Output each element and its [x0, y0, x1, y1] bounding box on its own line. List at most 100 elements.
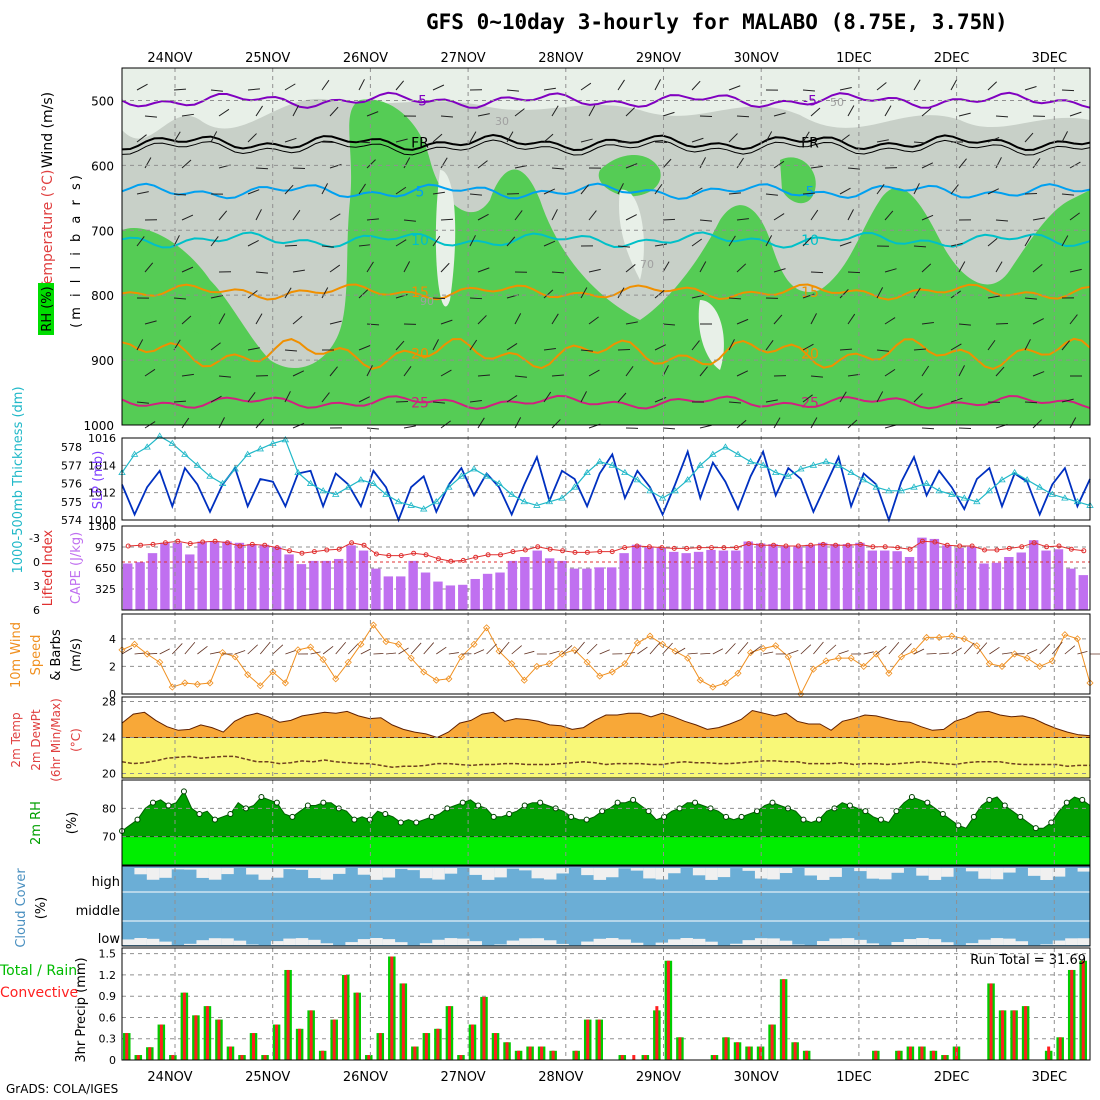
- rh-point: [397, 819, 404, 826]
- lifted-index-point: [373, 551, 379, 557]
- wind-barb: [987, 295, 1000, 299]
- thickness-point: [256, 445, 264, 452]
- lifted-index-point: [522, 547, 528, 553]
- date-label-bottom: 28NOV: [538, 1070, 583, 1085]
- date-label-top: 26NOV: [343, 51, 388, 66]
- cape-bar: [135, 562, 145, 610]
- wind-speed-point: [470, 640, 478, 648]
- wind-barb: [432, 191, 445, 195]
- lifted-index-point: [150, 541, 156, 547]
- date-label-bottom: 25NOV: [245, 1070, 290, 1085]
- isotherm-line: [121, 91, 1091, 109]
- wind-barb: [884, 105, 892, 117]
- cloud-high: [308, 868, 321, 879]
- cape-bar: [420, 572, 431, 610]
- wind-barb: [976, 642, 988, 655]
- wind-speed-point: [608, 668, 616, 676]
- wind-barb: [181, 159, 192, 169]
- lifted-index-point: [274, 545, 280, 551]
- rh-point: [893, 808, 900, 815]
- rh-point: [289, 813, 296, 820]
- wind-barb: [580, 391, 587, 403]
- thickness-point: [973, 498, 981, 505]
- cape-bar: [1028, 540, 1039, 610]
- wind-barb: [617, 392, 627, 403]
- wind-barb: [624, 652, 635, 655]
- rh-point: [413, 819, 420, 826]
- cape-bar: [768, 544, 778, 610]
- cape-bar: [966, 546, 977, 610]
- wind-barb: [765, 340, 774, 351]
- rh-point: [134, 816, 141, 823]
- wind-barb: [358, 396, 370, 403]
- cape-bar: [557, 560, 567, 610]
- wind-barb: [235, 650, 246, 655]
- cape-bar: [656, 547, 667, 610]
- wind-barb: [700, 653, 711, 655]
- precip-convective-bar: [655, 1006, 659, 1060]
- precip-convective-bar: [125, 1033, 129, 1060]
- wind-barb: [321, 245, 334, 248]
- wind-barb: [580, 184, 590, 195]
- lifted-index-point: [622, 545, 628, 551]
- precip-tick-label: 1.5: [99, 948, 117, 961]
- cloud-low: [506, 940, 520, 945]
- rh-point: [908, 794, 915, 800]
- wind-barb: [662, 218, 676, 221]
- wind-barb: [617, 141, 631, 144]
- lifted-index-point: [212, 538, 218, 544]
- cloud-high: [283, 868, 296, 870]
- thickness-point: [734, 450, 742, 457]
- thickness-point: [482, 472, 491, 479]
- panel-frame: [121, 525, 1091, 611]
- thickness-point: [394, 498, 403, 505]
- date-label-top: 1DEC: [836, 51, 872, 66]
- thickness-point: [596, 457, 604, 465]
- wind-barb: [136, 83, 148, 91]
- wind-speed-point: [659, 640, 667, 648]
- wind-barb: [921, 263, 932, 273]
- rh-point: [475, 802, 482, 809]
- cape-bar: [160, 542, 170, 610]
- isotherm-label: FR: [801, 136, 819, 152]
- wind-barb: [1024, 401, 1038, 404]
- cloud-high: [928, 868, 942, 880]
- wind-barb: [989, 646, 1000, 655]
- isotherm-label: 25: [411, 395, 429, 411]
- wind-barb: [321, 183, 329, 195]
- thickness-point: [834, 461, 843, 468]
- wind-barb: [674, 647, 686, 655]
- cloud-low: [556, 943, 569, 945]
- wind-barb: [802, 131, 810, 143]
- rh-point: [304, 802, 311, 809]
- isotherm-label: 10: [801, 233, 819, 249]
- precip-convective-bar: [528, 1046, 532, 1060]
- cape-bar: [507, 560, 518, 610]
- date-label-bottom: 29NOV: [636, 1070, 681, 1085]
- rh-point: [351, 816, 358, 823]
- wind-barb: [1061, 131, 1068, 143]
- precip-convective-bar: [597, 1019, 601, 1060]
- cape-bar: [693, 551, 704, 610]
- temp-tick-label: 24: [102, 732, 116, 745]
- precip-convective-bar: [459, 1055, 463, 1060]
- wind-barb: [1024, 339, 1031, 351]
- wind-barb: [687, 652, 698, 655]
- wind-barb: [654, 344, 666, 351]
- wind-speed-point: [432, 676, 440, 684]
- cape-bar: [185, 554, 195, 610]
- wind-speed-point: [809, 665, 817, 673]
- lifted-index-point: [175, 538, 181, 544]
- wind-barb: [825, 644, 837, 655]
- precip-convective-bar: [724, 1037, 728, 1060]
- lifted-index-point: [299, 550, 305, 556]
- wind-speed-point: [244, 671, 252, 679]
- thickness-point: [1061, 494, 1069, 501]
- lifted-index-point: [138, 542, 144, 548]
- rh-point: [1048, 819, 1055, 826]
- precip-convective-bar: [378, 1033, 382, 1060]
- thickness-point: [244, 450, 252, 457]
- cloud-low: [916, 938, 929, 945]
- wind-barb: [551, 374, 565, 377]
- thickness-point: [621, 468, 629, 476]
